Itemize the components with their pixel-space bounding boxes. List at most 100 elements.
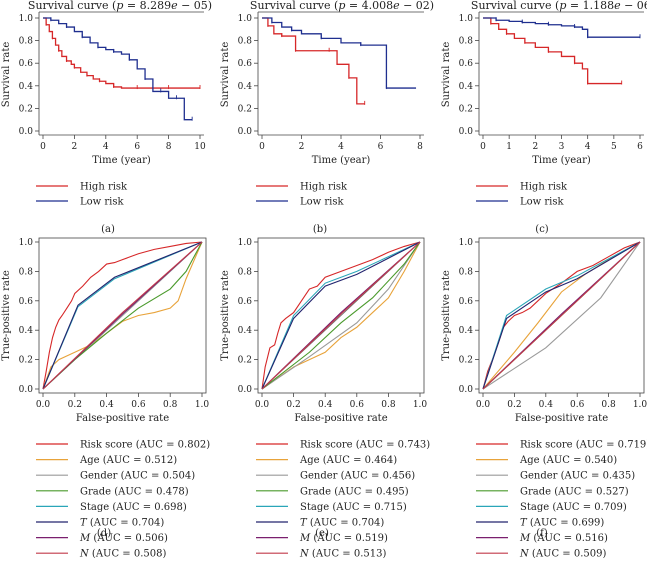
panel-label: (b) [313, 224, 327, 235]
x-tick-label: 0 [40, 142, 46, 152]
title-part: p [116, 0, 123, 12]
legend-entry: T (AUC = 0.699) [520, 518, 604, 529]
y-tick-label: 0.4 [459, 326, 474, 336]
y-tick-label: 0.6 [459, 297, 474, 307]
x-tick-label: 0 [480, 142, 486, 152]
y-tick-label: 1.0 [459, 14, 474, 24]
x-tick-label: 0.2 [286, 400, 300, 410]
y-axis-label: Survival rate [441, 42, 452, 108]
legend-text-part: N [519, 549, 530, 560]
legend-text-part: Grade (AUC = 0.527) [520, 486, 629, 497]
legend-text-part: (AUC = 0.704) [307, 518, 385, 529]
y-tick-label: 0.4 [19, 82, 34, 92]
x-tick-label: 4 [103, 142, 109, 152]
y-axis-label: Survival rate [1, 42, 12, 108]
series-stage [261, 241, 421, 390]
legend-entry: Age (AUC = 0.512) [79, 455, 177, 466]
legend-text-part: M [79, 533, 91, 544]
y-tick-label: 1.0 [19, 14, 34, 24]
legend-text-part: (AUC = 0.699) [527, 518, 605, 529]
legend-entry: High risk [80, 182, 128, 193]
legend-text-part: (AUC = 0.506) [90, 533, 168, 544]
legend-entry: Grade (AUC = 0.495) [300, 486, 409, 497]
x-tick-label: 2 [72, 142, 78, 152]
series-high-risk [43, 17, 200, 89]
title-part: − 06) [621, 0, 647, 12]
y-tick-label: 0.6 [238, 59, 253, 69]
legend-text-part: Stage (AUC = 0.709) [520, 502, 627, 513]
legend-entry: Stage (AUC = 0.715) [300, 502, 407, 513]
y-tick-label: 0.6 [459, 59, 474, 69]
x-tick-label: 0.8 [601, 400, 616, 410]
legend-entry: Low risk [520, 197, 565, 208]
y-axis-label: True-positive rate [441, 270, 452, 361]
legend-entry: T (AUC = 0.704) [80, 518, 164, 529]
x-tick-label: 0.4 [318, 400, 333, 410]
y-tick-label: 0.0 [19, 385, 34, 395]
legend-text-part: (AUC = 0.516) [530, 533, 608, 544]
series-stage [482, 241, 641, 390]
x-tick-label: 8 [417, 142, 423, 152]
x-axis-label: False-positive rate [294, 413, 387, 424]
series-risk-score [261, 241, 421, 390]
x-tick-label: 0.2 [68, 400, 82, 410]
legend-text-part: Age (AUC = 0.464) [299, 455, 397, 466]
series-n [482, 241, 641, 390]
legend-entry: M (AUC = 0.519) [299, 533, 388, 544]
legend-text-part: Grade (AUC = 0.478) [80, 486, 189, 497]
y-tick-label: 1.0 [19, 238, 34, 248]
series-age [482, 241, 641, 390]
legend-entry: Stage (AUC = 0.698) [80, 502, 187, 513]
legend-text-part: N [79, 549, 90, 560]
y-tick-label: 0.2 [238, 104, 252, 114]
legend-entry: Gender (AUC = 0.435) [520, 471, 635, 482]
title-part: Survival curve ( [471, 0, 559, 12]
legend-text-part: Gender (AUC = 0.456) [300, 471, 415, 482]
title-part: = 4.008 [345, 0, 393, 12]
title-part: e [614, 0, 621, 12]
legend-entry: Grade (AUC = 0.527) [520, 486, 629, 497]
title-part: − 02) [400, 0, 435, 12]
x-axis-label: Time (year) [92, 155, 151, 166]
series-age [42, 241, 203, 390]
legend-entry: Grade (AUC = 0.478) [80, 486, 189, 497]
x-axis-label: False-positive rate [76, 413, 169, 424]
series-low-risk [43, 17, 193, 121]
x-tick-label: 8 [166, 142, 172, 152]
legend-entry: M (AUC = 0.516) [519, 533, 608, 544]
legend-entry: Gender (AUC = 0.504) [80, 471, 195, 482]
y-tick-label: 1.0 [238, 14, 253, 24]
x-tick-label: 5 [611, 142, 617, 152]
x-tick-label: 1.0 [633, 400, 647, 410]
x-tick-label: 6 [637, 142, 643, 152]
x-tick-label: 0.8 [381, 400, 396, 410]
legend-entry: Risk score (AUC = 0.743) [300, 440, 430, 451]
panel-label: (e) [315, 528, 329, 539]
legend-entry: Age (AUC = 0.464) [299, 455, 397, 466]
series-high-risk [483, 17, 622, 85]
legend-text-part: Grade (AUC = 0.495) [300, 486, 409, 497]
y-tick-label: 0.2 [19, 104, 33, 114]
panel-label: (d) [97, 528, 111, 539]
y-tick-label: 0.0 [459, 127, 474, 137]
plot-frame [257, 237, 425, 394]
y-tick-label: 0.2 [459, 356, 473, 366]
panel-label: (c) [535, 224, 549, 235]
x-axis-label: Time (year) [532, 155, 591, 166]
chart-title: Survival curve (p = 8.289e − 05) [28, 0, 212, 12]
legend-text-part: T [80, 518, 88, 529]
panel-d: 0.0 0.2 0.4 0.6 0.8 1.0 0.0 0.2 0.4 0.6 0.8 1.0 Fals… [1, 237, 210, 560]
plot-frame [38, 237, 207, 394]
x-tick-label: 10 [194, 142, 206, 152]
legend-entry: Low risk [300, 197, 345, 208]
y-axis-label: Survival rate [220, 42, 231, 108]
x-tick-label: 6 [378, 142, 384, 152]
x-tick-label: 0.6 [350, 400, 365, 410]
legend-text-part: Gender (AUC = 0.504) [80, 471, 195, 482]
legend-text-part: Risk score (AUC = 0.743) [300, 440, 430, 451]
legend-text-part: (AUC = 0.704) [87, 518, 165, 529]
panel-label: (a) [101, 224, 115, 235]
legend-text-part: T [520, 518, 528, 529]
legend-text-part: Gender (AUC = 0.435) [520, 471, 635, 482]
